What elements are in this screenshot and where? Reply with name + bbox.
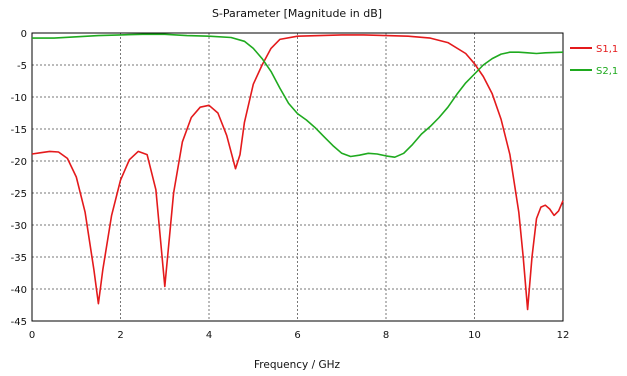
x-tick-label: 4 xyxy=(206,330,212,341)
y-tick-label: -30 xyxy=(11,221,27,232)
x-tick-label: 8 xyxy=(383,330,389,341)
series-line-s11 xyxy=(31,34,564,311)
x-tick-label: 12 xyxy=(557,330,570,341)
y-tick-label: -35 xyxy=(11,253,27,264)
y-tick-label: -40 xyxy=(11,285,27,296)
legend-label-s21: S2,1 xyxy=(596,66,618,77)
x-tick-label: 6 xyxy=(294,330,300,341)
legend-label-s11: S1,1 xyxy=(596,44,618,55)
y-tick-label: 0 xyxy=(21,29,27,40)
x-tick-label: 0 xyxy=(29,330,35,341)
grid-lines xyxy=(32,33,563,321)
y-tick-label: -5 xyxy=(17,61,27,72)
y-tick-label: -15 xyxy=(11,125,27,136)
series-line-s21 xyxy=(32,33,564,158)
x-tick-label: 2 xyxy=(117,330,123,341)
legend: S1,1 S2,1 xyxy=(570,44,618,77)
y-tick-label: -45 xyxy=(11,317,27,328)
x-axis-label: Frequency / GHz xyxy=(254,359,340,371)
axis-ticks: 0 2 4 6 8 10 12 0 -5 -10 -15 -20 -25 -30 -35 -40 -45 xyxy=(11,29,570,341)
plot-area-frame xyxy=(31,32,564,322)
chart-title: S-Parameter [Magnitude in dB] xyxy=(212,7,382,20)
y-tick-label: -25 xyxy=(11,189,27,200)
y-tick-label: -20 xyxy=(11,157,27,168)
x-tick-label: 10 xyxy=(468,330,481,341)
series-lines xyxy=(31,33,564,311)
y-tick-label: -10 xyxy=(11,93,27,104)
